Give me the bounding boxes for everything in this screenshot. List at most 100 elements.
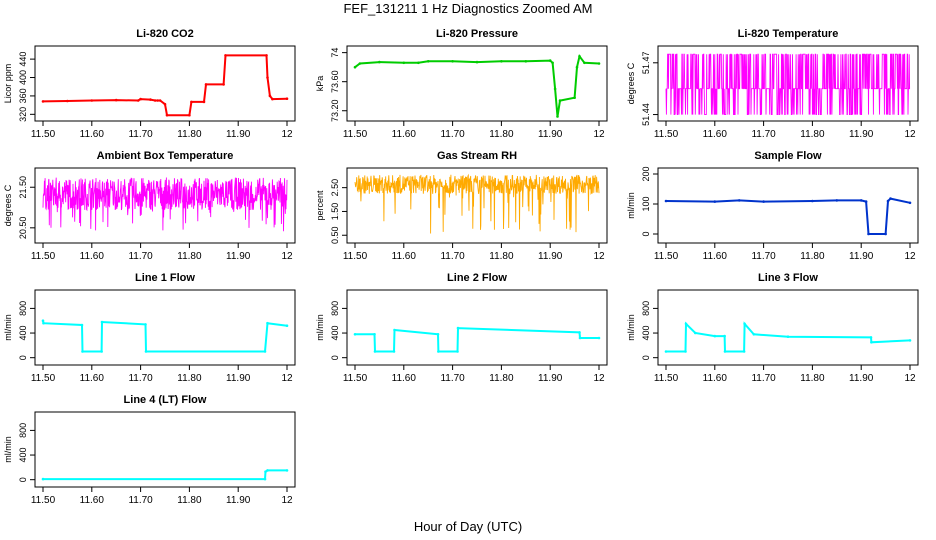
data-point bbox=[265, 54, 268, 57]
data-point bbox=[263, 350, 267, 353]
y-tick-label: 0 bbox=[641, 355, 651, 360]
data-point bbox=[373, 333, 376, 336]
data-point bbox=[436, 333, 440, 336]
y-tick-label: 400 bbox=[18, 70, 28, 85]
x-tick-label: 12 bbox=[281, 495, 293, 506]
data-point bbox=[353, 65, 357, 69]
plot-frame bbox=[346, 289, 608, 366]
data-point bbox=[475, 60, 479, 64]
x-tick-label: 11.60 bbox=[80, 129, 105, 140]
data-point bbox=[268, 94, 272, 98]
x-tick-label: 11.50 bbox=[31, 495, 56, 506]
y-tick-label: 800 bbox=[330, 301, 340, 316]
panel-title: Li-820 Pressure bbox=[436, 28, 518, 40]
x-tick-label: 12 bbox=[281, 251, 293, 262]
y-axis-label: kPa bbox=[315, 76, 325, 92]
y-tick-label: 0.50 bbox=[330, 226, 340, 244]
data-point bbox=[144, 350, 148, 353]
x-tick-label: 11.60 bbox=[392, 251, 417, 262]
x-tick-label: 11.90 bbox=[226, 129, 251, 140]
x-tick-label: 11.80 bbox=[177, 251, 202, 262]
x-tick-label: 11.70 bbox=[751, 373, 776, 384]
data-point bbox=[373, 350, 377, 353]
y-axis-label: ml/min bbox=[3, 314, 13, 341]
x-tick-label: 11.90 bbox=[849, 251, 874, 262]
y-tick-label: 73.60 bbox=[330, 70, 340, 93]
x-tick-label: 11.70 bbox=[440, 129, 465, 140]
data-point bbox=[263, 477, 267, 481]
x-tick-label: 11.70 bbox=[751, 129, 776, 140]
panel-pressure: Li-820 Pressure kPa 11.50 11.60 11.70 11.80 11… bbox=[315, 28, 608, 140]
y-tick-label: 800 bbox=[641, 301, 651, 316]
data-point bbox=[264, 470, 267, 474]
series-line bbox=[42, 320, 288, 353]
y-tick-label: 400 bbox=[641, 326, 651, 341]
x-tick-label: 11.50 bbox=[654, 129, 679, 140]
x-tick-label: 12 bbox=[904, 373, 916, 384]
panel-title: Line 3 Flow bbox=[758, 272, 818, 284]
data-point bbox=[144, 323, 147, 326]
data-point bbox=[573, 96, 576, 99]
y-axis-label: percent bbox=[315, 190, 325, 221]
data-point bbox=[597, 62, 601, 65]
x-tick-label: 11.80 bbox=[177, 373, 202, 384]
x-tick-label: 11.50 bbox=[654, 251, 679, 262]
y-tick-label: 400 bbox=[18, 448, 28, 463]
series-line bbox=[666, 321, 911, 353]
y-tick-label: 21.50 bbox=[18, 176, 28, 199]
data-point bbox=[66, 99, 69, 103]
series-line bbox=[665, 53, 911, 116]
series-points bbox=[41, 54, 289, 117]
series-points bbox=[353, 326, 601, 353]
plot-frame bbox=[34, 289, 296, 366]
x-tick-label: 11.80 bbox=[177, 495, 202, 506]
data-point bbox=[165, 113, 169, 117]
panel-sample_flow: Sample Flow ml/min 11.50 11.60 11.70 11.80 11.… bbox=[626, 150, 919, 262]
data-point bbox=[353, 333, 357, 336]
data-point bbox=[451, 60, 454, 63]
panel-gas_rh: Gas Stream RH percent 11.50 11.60 11.70 11.80… bbox=[315, 150, 608, 262]
data-point bbox=[908, 339, 912, 342]
x-tick-label: 11.50 bbox=[343, 373, 368, 384]
data-point bbox=[713, 200, 717, 203]
panels: Li-820 CO2 Licor ppm 11.50 11.60 11.70 11.80 1… bbox=[3, 28, 919, 506]
data-point bbox=[889, 197, 892, 200]
y-tick-label: 800 bbox=[18, 301, 28, 316]
x-tick-label: 12 bbox=[281, 373, 293, 384]
panel-title: Li-820 CO2 bbox=[136, 28, 193, 40]
plot-frame bbox=[346, 45, 608, 122]
x-tick-label: 11.60 bbox=[703, 373, 728, 384]
data-point bbox=[426, 60, 430, 63]
x-tick-label: 11.70 bbox=[128, 373, 153, 384]
data-point bbox=[713, 334, 717, 338]
x-tick-label: 11.80 bbox=[800, 129, 825, 140]
panel-line4: Line 4 (LT) Flow ml/min 11.50 11.60 11.70 11.… bbox=[3, 394, 296, 506]
data-point bbox=[556, 115, 559, 118]
data-point bbox=[737, 199, 741, 202]
plot-frame bbox=[34, 45, 296, 122]
data-point bbox=[285, 97, 289, 100]
panel-title: Line 1 Flow bbox=[135, 272, 195, 284]
data-point bbox=[664, 199, 668, 203]
data-point bbox=[266, 321, 269, 325]
data-point bbox=[81, 350, 84, 353]
data-point bbox=[684, 322, 688, 326]
data-point bbox=[190, 100, 193, 104]
y-axis-label: degrees C bbox=[3, 184, 13, 226]
x-tick-label: 11.70 bbox=[751, 251, 776, 262]
figure-xlabel: Hour of Day (UTC) bbox=[414, 519, 522, 534]
data-point bbox=[41, 477, 45, 481]
x-tick-label: 11.90 bbox=[226, 251, 251, 262]
y-tick-label: 360 bbox=[18, 88, 28, 103]
y-tick-label: 320 bbox=[18, 107, 28, 122]
x-tick-label: 11.90 bbox=[226, 495, 251, 506]
data-point bbox=[285, 469, 289, 472]
y-tick-label: 440 bbox=[18, 52, 28, 67]
data-point bbox=[752, 333, 756, 336]
data-point bbox=[136, 99, 140, 102]
y-tick-label: 73.20 bbox=[330, 99, 340, 122]
data-point bbox=[578, 331, 581, 334]
data-point bbox=[80, 323, 84, 327]
y-tick-label: 0 bbox=[18, 355, 28, 360]
